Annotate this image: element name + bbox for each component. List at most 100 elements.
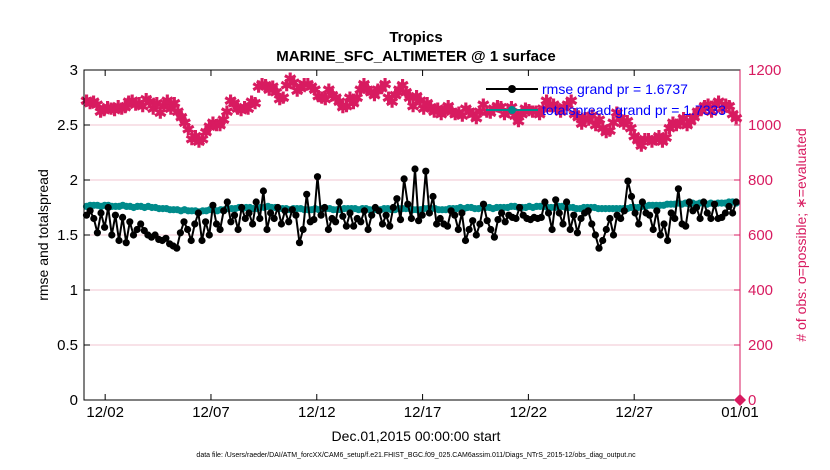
obs-point: ✱ [227,96,240,113]
rmse-point [577,214,585,223]
obs-point: ✱ [628,129,641,146]
obs-point: ✱ [234,103,247,120]
rmse-point [548,225,556,234]
data-file-footnote: data file: /Users/raeder/DAI/ATM_forcXX/… [196,452,636,459]
x-tick-label: 12/02 [86,404,124,421]
rmse-point [552,196,560,204]
rmse-point [202,218,210,226]
obs-possible-marker [734,394,746,406]
obs-point: ✱ [554,104,567,121]
obs-point: ✱ [406,99,419,116]
chart-title: Tropics [389,29,442,46]
y-left-tick-label: 1 [70,282,78,299]
obs-point: ✱ [396,78,409,95]
rmse-point [660,220,668,228]
y-right-tick-label: 0 [748,392,756,409]
rmse-point [97,209,105,217]
obs-point: ✱ [435,107,448,124]
rmse-point [339,212,347,220]
obs-point: ✱ [80,93,93,110]
rmse-point [599,236,607,245]
rmse-point [588,220,596,228]
rmse-point [90,214,98,223]
rmse-point [476,220,484,228]
obs-point: ✱ [298,77,311,94]
rmse-point [256,214,264,223]
rmse-point [389,203,397,212]
obs-point: ✱ [438,103,451,120]
rmse-point [537,213,545,221]
rmse-point [461,236,470,245]
obs-point: ✱ [315,91,328,108]
rmse-point [249,220,257,228]
obs-point: ✱ [645,135,658,152]
obs-point: ✱ [712,95,725,112]
rmse-point [364,225,372,234]
rmse-point [602,225,610,234]
obs-point: ✱ [143,95,156,112]
obs-point: ✱ [536,102,549,119]
left-y-axis-label: rmse and totalspread [35,169,51,301]
rmse-point [415,217,423,225]
rmse-point [350,222,358,230]
obs-point: ✱ [238,100,251,117]
obs-point: ✱ [157,99,170,116]
obs-point: ✱ [273,92,286,109]
rmse-point [187,236,195,245]
obs-point: ✱ [729,111,742,128]
obs-point: ✱ [705,104,718,121]
obs-point: ✱ [319,92,332,109]
obs-point: ✱ [431,102,444,119]
obs-point: ✱ [136,99,149,116]
obs-point: ✱ [463,104,476,121]
rmse-point [570,211,578,219]
obs-point: ✱ [494,100,507,117]
y-left-tick-label: 0.5 [57,337,78,354]
obs-point: ✱ [715,102,728,119]
rmse-point [483,217,491,225]
obs-point: ✱ [312,89,325,106]
obs-point: ✱ [529,104,542,121]
rmse-point [126,218,134,226]
obs-point: ✱ [340,99,353,116]
obs-point: ✱ [578,111,591,128]
rmse-point [299,225,307,234]
rmse-point [281,207,289,215]
obs-point: ✱ [329,91,342,108]
rmse-point [667,209,675,217]
left-y-axis: 0 0.5 1 1.5 2 2.5 3 [57,62,90,409]
obs-point: ✱ [350,91,363,108]
y-right-tick-label: 400 [748,282,773,299]
obs-point: ✱ [413,93,426,110]
rmse-point [209,201,217,209]
obs-point: ✱ [670,118,683,135]
obs-point: ✱ [666,115,679,132]
obs-point: ✱ [603,124,616,141]
rmse-point [220,207,228,215]
rmse-point [104,203,112,212]
y-left-tick-label: 2 [70,172,78,189]
rmse-point [227,218,235,226]
obs-point: ✱ [607,115,620,132]
rmse-point [544,209,553,217]
rmse-point [541,198,549,206]
obs-point: ✱ [526,104,539,121]
obs-point: ✱ [210,118,223,135]
rmse-point [563,198,571,206]
rmse-point [721,209,730,217]
obs-point: ✱ [621,114,634,131]
rmse-point [609,231,618,239]
rmse-point [494,216,502,224]
obs-point: ✱ [189,129,202,146]
x-tick-label: 01/01 [721,404,759,421]
rmse-point [595,244,603,252]
rmse-point [617,214,625,223]
obs-point: ✱ [371,82,384,99]
obs-point: ✱ [589,118,602,135]
obs-point: ✱ [459,102,472,119]
obs-point: ✱ [269,85,282,102]
y-right-tick-label: 1200 [748,62,781,79]
rmse-point [335,198,343,206]
rmse-point [725,202,733,210]
